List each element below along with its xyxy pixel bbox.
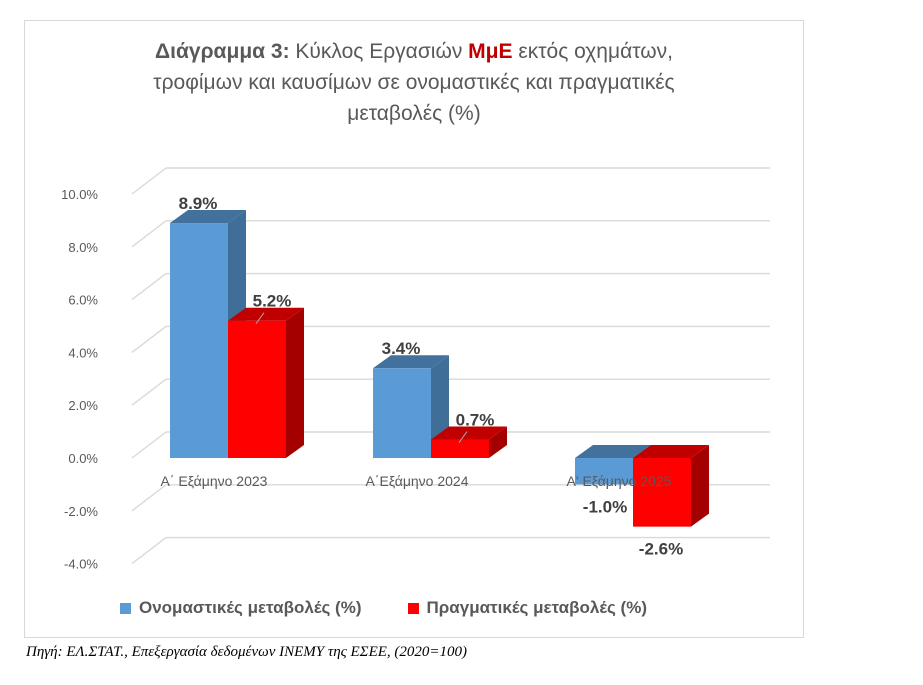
data-label: 3.4% bbox=[382, 339, 421, 358]
title-line2: τροφίμων και καυσίμων σε ονομαστικές και… bbox=[153, 71, 675, 94]
y-tick-label: 2.0% bbox=[68, 398, 98, 413]
bar-top bbox=[228, 307, 304, 321]
data-label-leader bbox=[255, 312, 265, 325]
y-tick-label: 6.0% bbox=[68, 293, 98, 308]
y-tick-label: 4.0% bbox=[68, 345, 98, 360]
chart-legend: Ονομαστικές μεταβολές (%) Πραγματικές με… bbox=[120, 598, 740, 618]
gridline-depth bbox=[131, 537, 167, 565]
gridline-depth bbox=[131, 378, 167, 406]
bar-side bbox=[286, 307, 304, 458]
source-note: Πηγή: ΕΛ.ΣΤΑΤ., Επεξεργασία δεδομένων ΙΝ… bbox=[26, 644, 468, 660]
gridline-depth bbox=[131, 167, 167, 195]
bar bbox=[373, 368, 431, 458]
data-label: 5.2% bbox=[253, 292, 292, 311]
gridline-depth bbox=[131, 484, 167, 512]
x-tick-label: Α΄ Εξάμηνο 2023 bbox=[161, 473, 268, 489]
bar-side bbox=[489, 426, 507, 458]
title-highlight: ΜμΕ bbox=[468, 40, 513, 63]
legend-item-nominal: Ονομαστικές μεταβολές (%) bbox=[120, 598, 362, 618]
x-tick-label: Α' Εξάμηνο 2025 bbox=[567, 473, 672, 489]
bar bbox=[633, 458, 691, 527]
gridline-depth bbox=[131, 273, 167, 301]
legend-item-real: Πραγματικές μεταβολές (%) bbox=[407, 598, 648, 618]
gridline-depth bbox=[131, 431, 167, 459]
data-label: -2.6% bbox=[639, 540, 683, 559]
data-label: 8.9% bbox=[179, 194, 218, 213]
title-prefix: Διάγραμμα 3: bbox=[155, 40, 290, 63]
y-tick-label: 8.0% bbox=[68, 240, 98, 255]
gridline-depth bbox=[131, 325, 167, 353]
legend-label-real: Πραγματικές μεταβολές (%) bbox=[426, 598, 648, 617]
y-tick-label: -4.0% bbox=[64, 557, 98, 572]
legend-label-nominal: Ονομαστικές μεταβολές (%) bbox=[139, 598, 362, 617]
title-line3: μεταβολές (%) bbox=[347, 102, 481, 125]
x-tick-label: Α΄Εξάμηνο 2024 bbox=[366, 473, 469, 489]
bar bbox=[228, 320, 286, 458]
y-tick-label: 10.0% bbox=[61, 187, 98, 202]
bar bbox=[575, 458, 633, 485]
bar-top bbox=[373, 355, 449, 369]
bar bbox=[431, 439, 489, 458]
bar-side bbox=[691, 445, 709, 527]
data-label-leader bbox=[458, 431, 468, 443]
y-tick-label: 0.0% bbox=[68, 451, 98, 466]
gridline-depth bbox=[131, 220, 167, 248]
chart-title: Διάγραμμα 3: Κύκλος Εργασιών ΜμΕ εκτός ο… bbox=[24, 36, 804, 129]
bar bbox=[170, 223, 228, 458]
legend-swatch-nominal bbox=[120, 602, 131, 614]
bar-top bbox=[431, 426, 507, 440]
bar-top bbox=[633, 445, 709, 458]
y-tick-label: -2.0% bbox=[64, 504, 98, 519]
data-label: -1.0% bbox=[583, 497, 627, 516]
bar-top bbox=[575, 445, 651, 458]
bar-top bbox=[170, 210, 246, 224]
title-part1: Κύκλος Εργασιών bbox=[289, 40, 469, 63]
chart-frame bbox=[24, 20, 804, 638]
title-part2: εκτός οχημάτων, bbox=[512, 40, 673, 63]
legend-swatch-real bbox=[407, 602, 419, 614]
data-label: 0.7% bbox=[456, 411, 495, 430]
